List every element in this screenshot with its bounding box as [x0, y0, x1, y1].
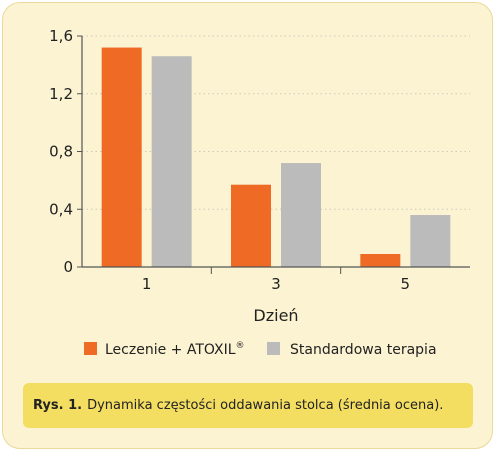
y-tick-label: 1,6: [49, 27, 73, 45]
y-tick-labels: 0 0,4 0,8 1,2 1,6: [49, 27, 73, 276]
figure-caption: Rys. 1. Dynamika częstości oddawania sto…: [23, 383, 473, 428]
legend: Leczenie + ATOXIL® Standardowa terapia: [84, 341, 437, 358]
x-tick-label: 1: [142, 275, 152, 293]
y-tick-label: 0,4: [49, 200, 73, 218]
bar-1-day-1: [101, 47, 142, 267]
y-tick-label: 1,2: [49, 85, 73, 103]
bar-2-day-3: [281, 163, 321, 267]
bar-1-day-5: [360, 254, 401, 267]
x-axis-title: Dzień: [253, 306, 298, 325]
legend-swatch-series-2: [267, 342, 280, 355]
bars: [101, 47, 451, 274]
y-tick-label: 0: [63, 258, 73, 276]
x-tick-label: 5: [401, 275, 411, 293]
bar-2-day-1: [151, 56, 192, 268]
bar-1-day-3: [231, 184, 271, 267]
legend-swatch-series-1: [84, 342, 97, 355]
gridlines: [77, 35, 470, 268]
caption-label: Rys. 1.: [33, 398, 83, 413]
x-tick-labels: 1 3 5: [142, 275, 410, 293]
legend-label-series-1: Leczenie + ATOXIL®: [105, 341, 245, 358]
caption-text: Dynamika częstości oddawania stolca (śre…: [87, 398, 444, 413]
x-tick-label: 3: [271, 275, 281, 293]
bar-2-day-5: [410, 215, 451, 267]
y-tick-label: 0,8: [49, 143, 73, 161]
legend-label-series-2: Standardowa terapia: [290, 342, 437, 358]
